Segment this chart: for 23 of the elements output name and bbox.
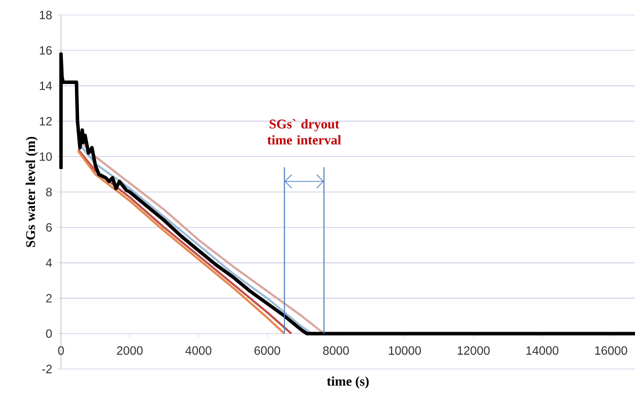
x-tick-label: 16000: [595, 346, 628, 355]
y-tick-label: 6: [46, 223, 52, 232]
x-axis-title: time (s): [326, 376, 369, 388]
y-tick-label: 12: [40, 117, 52, 126]
x-tick-label: 14000: [526, 346, 558, 355]
x-tick-label: 10000: [388, 346, 421, 355]
y-tick-label: 2: [46, 294, 52, 302]
x-tick-label: 12000: [458, 346, 490, 355]
x-tick-label: 2000: [117, 346, 143, 355]
y-tick-label: 0: [46, 329, 52, 338]
annotation: SGs` dryout time interval: [267, 119, 341, 145]
x-tick-label: 6000: [254, 346, 280, 355]
y-tick-label: 14: [40, 82, 52, 90]
y-tick-label: 10: [40, 152, 52, 161]
y-tick-label: 18: [40, 10, 52, 20]
y-tick-label: 8: [46, 188, 52, 196]
y-axis-title: SGs water level (m): [26, 136, 38, 248]
y-tick-label: 4: [46, 258, 52, 267]
x-tick-label: 0: [58, 346, 64, 355]
x-tick-label: 8000: [323, 346, 349, 355]
y-tick-label: 16: [40, 46, 52, 55]
x-tick-label: 4000: [185, 346, 212, 355]
y-tick-label: -2: [42, 364, 52, 374]
